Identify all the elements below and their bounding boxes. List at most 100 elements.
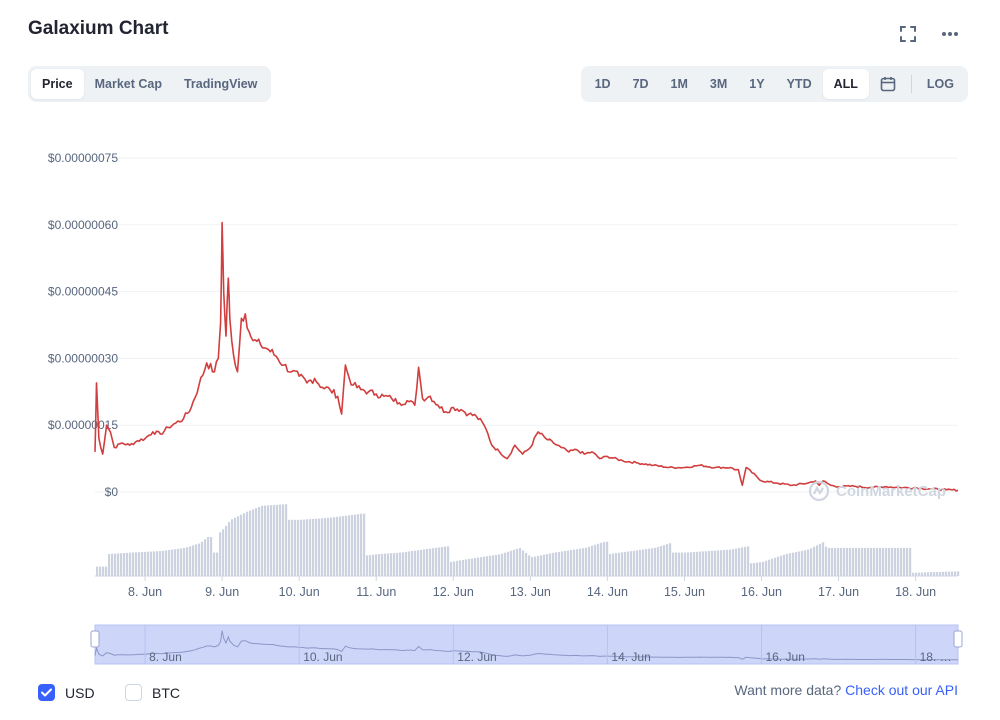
volume-bar	[255, 508, 258, 576]
volume-bar	[738, 548, 741, 576]
volume-bar	[681, 552, 684, 576]
more-icon[interactable]	[940, 24, 960, 44]
volume-bar	[327, 517, 330, 576]
volume-bar	[411, 551, 414, 576]
volume-bar	[603, 541, 606, 576]
volume-bar	[222, 529, 225, 576]
volume-bar	[939, 571, 942, 576]
volume-bar	[105, 566, 108, 576]
volume-bar	[270, 505, 273, 576]
volume-bar	[915, 572, 918, 576]
chart-title: Galaxium Chart	[28, 18, 169, 39]
volume-bar	[477, 557, 480, 576]
range-1y[interactable]: 1Y	[749, 77, 765, 91]
volume-bar	[432, 548, 435, 576]
volume-bar	[867, 547, 870, 576]
range-all[interactable]: ALL	[822, 69, 869, 99]
volume-bar	[753, 562, 756, 576]
volume-bar	[510, 550, 513, 576]
range-1d[interactable]: 1D	[594, 77, 611, 91]
volume-bar	[831, 547, 834, 576]
volume-bar	[96, 566, 99, 576]
usd-checkbox[interactable]: USD	[38, 684, 95, 701]
volume-bar	[183, 548, 186, 576]
volume-bar	[102, 566, 105, 576]
x-tick-label: 18. Jun	[895, 585, 936, 599]
volume-bar	[516, 548, 519, 576]
volume-bar	[525, 552, 528, 576]
volume-bar	[366, 555, 369, 576]
volume-bar	[291, 519, 294, 576]
volume-bar	[873, 547, 876, 576]
volume-bar	[780, 555, 783, 576]
navigator-selection	[94, 624, 959, 665]
volume-bar	[156, 551, 159, 576]
volume-bar	[111, 553, 114, 576]
volume-bar	[333, 517, 336, 576]
volume-bar	[561, 551, 564, 576]
volume-bar	[834, 547, 837, 576]
volume-bar	[351, 514, 354, 576]
tab-market-cap[interactable]: Market Cap	[94, 77, 162, 91]
volume-bar	[723, 549, 726, 576]
volume-bar	[219, 532, 222, 576]
volume-bar	[126, 552, 129, 576]
volume-bar	[693, 552, 696, 576]
volume-bar	[519, 548, 522, 576]
volume-bar	[954, 571, 957, 576]
tab-price[interactable]: Price	[31, 69, 84, 99]
volume-bar	[189, 546, 192, 576]
volume-bar	[618, 552, 621, 576]
range-3m[interactable]: 3M	[709, 77, 728, 91]
volume-bar	[405, 551, 408, 576]
tab-tradingview[interactable]: TradingView	[183, 77, 258, 91]
volume-bar	[261, 505, 264, 576]
navigator-tick-label: 16. Jun	[766, 650, 805, 664]
volume-bar	[363, 513, 366, 576]
volume-bar	[408, 551, 411, 576]
volume-bar	[876, 547, 879, 576]
volume-bar	[153, 551, 156, 576]
volume-bar	[465, 559, 468, 576]
volume-bar	[321, 518, 324, 576]
btc-checkbox[interactable]: BTC	[125, 684, 180, 701]
volume-bar	[714, 550, 717, 576]
volume-bar	[819, 543, 822, 576]
volume-bar	[504, 552, 507, 576]
volume-bar	[276, 504, 279, 576]
volume-bar	[384, 553, 387, 576]
range-7d[interactable]: 7D	[632, 77, 649, 91]
volume-bar	[249, 510, 252, 576]
volume-bar	[201, 541, 204, 576]
volume-bar	[288, 519, 291, 576]
navigator-tick-label: 10. Jun	[303, 650, 342, 664]
fullscreen-icon[interactable]	[898, 24, 918, 44]
volume-bar	[471, 558, 474, 576]
volume-bar	[315, 518, 318, 576]
x-tick-label: 12. Jun	[433, 585, 474, 599]
volume-bar	[699, 551, 702, 576]
calendar-button[interactable]	[869, 69, 907, 99]
volume-bar	[216, 552, 219, 576]
volume-bar	[639, 549, 642, 576]
volume-bar	[828, 547, 831, 576]
volume-bar	[660, 545, 663, 576]
btc-checkbox-box[interactable]	[125, 684, 142, 701]
volume-bar	[645, 549, 648, 576]
volume-bar	[921, 572, 924, 576]
volume-bar	[294, 519, 297, 576]
volume-bar	[123, 553, 126, 576]
usd-checkbox-box[interactable]	[38, 684, 55, 701]
volume-bar	[609, 553, 612, 576]
price-chart[interactable]: $0 $0.00000015 $0.00000030 $0.00000045 $0.00…	[0, 130, 1000, 670]
log-toggle[interactable]: LOG	[926, 77, 954, 91]
volume-bar	[120, 553, 123, 576]
volume-bar	[435, 547, 438, 576]
volume-bar	[285, 504, 288, 576]
volume-bar	[381, 553, 384, 576]
range-1m[interactable]: 1M	[670, 77, 688, 91]
api-link[interactable]: Check out our API	[845, 682, 958, 698]
volume-bar	[669, 543, 672, 576]
range-ytd[interactable]: YTD	[786, 77, 812, 91]
volume-bar	[558, 551, 561, 576]
